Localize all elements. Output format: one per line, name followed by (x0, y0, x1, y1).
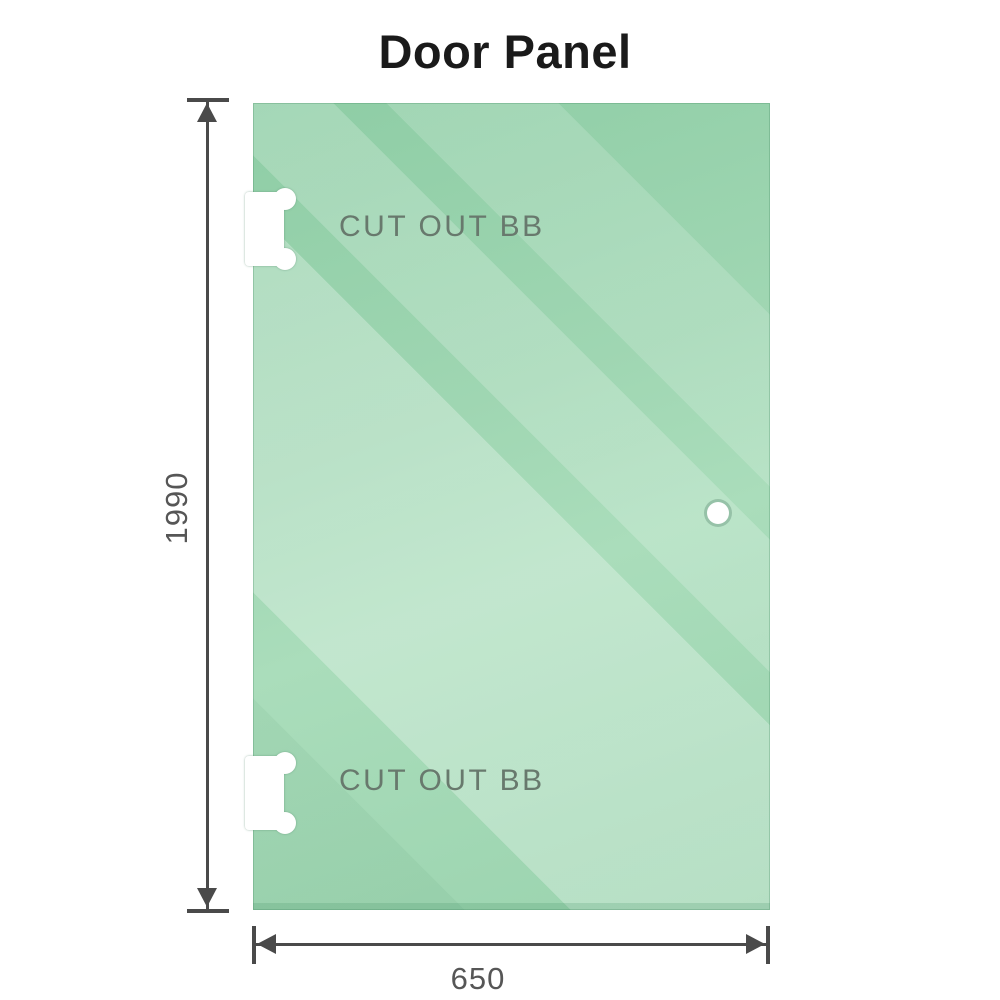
arrow-right-icon (746, 934, 765, 954)
hinge-cutout-bottom-icon (245, 752, 296, 834)
height-dimension-top-cap (187, 98, 229, 102)
arrow-down-icon (197, 888, 217, 907)
width-dimension-value: 650 (450, 961, 506, 996)
cutout-bottom-label: CUT OUT BB (339, 764, 545, 797)
page-title: Door Panel (378, 25, 632, 78)
height-dimension-bottom-cap (187, 909, 229, 913)
width-dimension-right-tick (766, 926, 770, 964)
width-dimension-left-tick (252, 926, 256, 964)
arrow-left-icon (257, 934, 276, 954)
handle-hole-icon (707, 502, 729, 524)
glass-panel: CUT OUT BB CUT OUT BB (245, 103, 770, 910)
height-dimension-value: 1990 (159, 471, 194, 545)
hinge-cutout-top-icon (245, 188, 296, 270)
arrow-up-icon (197, 103, 217, 122)
height-dimension-line (206, 101, 209, 910)
cutout-top-label: CUT OUT BB (339, 210, 545, 243)
width-dimension-line (255, 943, 767, 946)
